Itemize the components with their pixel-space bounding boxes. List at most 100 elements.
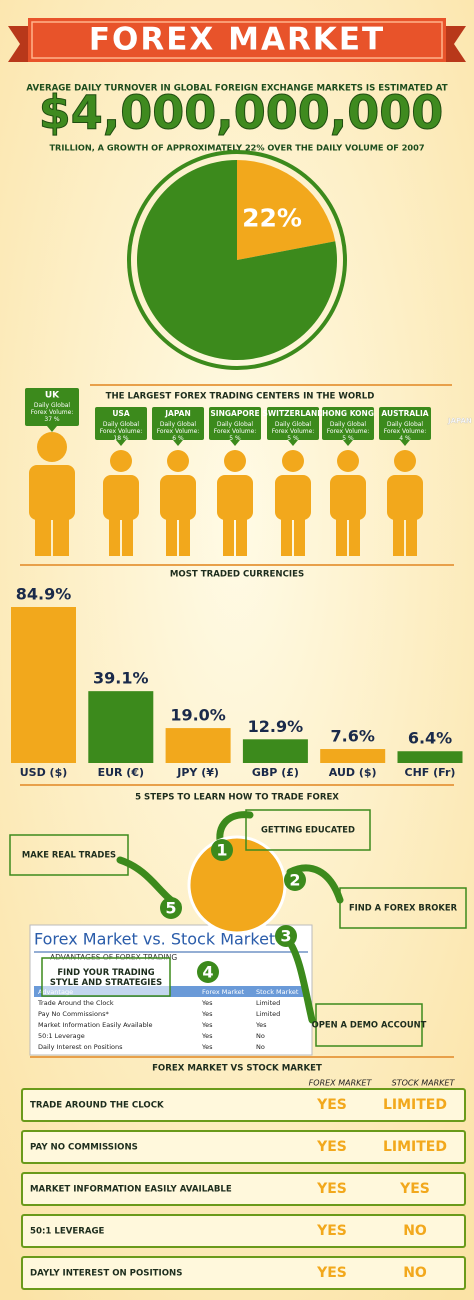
bubble-pointer: [400, 440, 410, 446]
bar-value-label: 39.1%: [93, 669, 149, 688]
center-name: SWITZERLAND: [262, 409, 323, 418]
bubble: [379, 407, 431, 440]
figure-body: [103, 475, 139, 520]
step-number-badge: [160, 897, 182, 919]
comparison-value: YES: [316, 1181, 347, 1197]
step-number: 3: [280, 927, 291, 946]
bar: [242, 739, 308, 763]
title: FOREX MARKET: [89, 22, 385, 58]
comparison-value: YES: [399, 1181, 430, 1197]
figure-head: [282, 450, 304, 472]
bubble: [152, 407, 204, 440]
screenshot-cell: Yes: [201, 1021, 213, 1029]
comparison-label: TRADE AROUND THE CLOCK: [30, 1101, 164, 1111]
bar: [165, 728, 231, 763]
bubble-pointer: [343, 440, 353, 446]
intro: AVERAGE DAILY TURNOVER IN GLOBAL FOREIGN…: [26, 84, 447, 94]
bar: [11, 607, 76, 763]
bar-value-label: 6.4%: [408, 729, 452, 748]
step-box: [9, 834, 129, 876]
steps-title: 5 STEPS TO LEARN HOW TO TRADE FOREX: [135, 793, 339, 803]
comparison-value: YES: [316, 1139, 347, 1155]
figure-body: [330, 475, 366, 520]
screenshot-cell: Market Information Easily Available: [38, 1021, 153, 1029]
step-box: [339, 887, 467, 929]
screenshot-cell: Limited: [256, 1010, 280, 1018]
step-label: MAKE REAL TRADES: [22, 850, 116, 860]
comparison-value: LIMITED: [383, 1139, 447, 1155]
screenshot-cell: Yes: [201, 1043, 213, 1051]
comparison-value: YES: [316, 1265, 347, 1281]
figure-head: [110, 450, 132, 472]
screenshot-col: Stock Market: [256, 988, 299, 996]
comparison-label: 50:1 LEVERAGE: [30, 1227, 105, 1237]
screenshot-cell: Limited: [256, 999, 280, 1007]
step-number: 2: [289, 871, 300, 890]
figure-body: [160, 475, 196, 520]
center-volume: Daily Global Forex Volume: 5 %: [327, 421, 370, 442]
center-volume: Daily Global Forex Volume: 18 %: [100, 421, 143, 442]
bubble-pointer: [288, 440, 298, 446]
step-box: [245, 809, 371, 851]
comparison-row: [21, 1172, 466, 1206]
figure-head: [337, 450, 359, 472]
category-label: USD ($): [20, 766, 68, 779]
comparison-row: [21, 1088, 466, 1122]
step-label: FIND A FOREX BROKER: [349, 903, 458, 913]
step-hub: [187, 835, 287, 935]
figure-leg: [166, 510, 177, 556]
bubble: [209, 407, 261, 440]
bubble: [267, 407, 319, 440]
step-number-badge: [211, 839, 233, 861]
comparison-title: FOREX MARKET VS STOCK MARKET: [152, 1064, 322, 1074]
comparison-value: LIMITED: [383, 1097, 447, 1113]
screenshot-cell: Daily Interest on Positions: [38, 1043, 123, 1051]
bar-value-label: 19.0%: [170, 706, 226, 725]
screenshot-col: Forex Market: [202, 988, 245, 996]
screenshot-cell: Yes: [201, 1010, 213, 1018]
center-name: USA: [112, 409, 129, 418]
figure-body: [29, 465, 75, 520]
figure-leg: [53, 510, 69, 556]
step-number: 5: [165, 899, 176, 918]
bubble: [95, 407, 147, 440]
bubble: [25, 388, 79, 426]
step-box: [41, 957, 171, 997]
figure-leg: [336, 510, 347, 556]
screenshot-cell: Yes: [201, 1032, 213, 1040]
bubble: [322, 407, 374, 440]
figure-leg: [35, 510, 51, 556]
category-label: EUR (€): [98, 766, 144, 779]
screenshot-cell: No: [256, 1043, 265, 1051]
category-label: CHF (Fr): [405, 766, 456, 779]
comparison-row: [21, 1130, 466, 1164]
comparison-value: NO: [403, 1265, 427, 1281]
comparison-row: [21, 1256, 466, 1290]
center-volume: Daily Global Forex Volume: 5 %: [272, 421, 315, 442]
step-label: GETTING EDUCATED: [261, 825, 355, 835]
step-number-badge: [284, 869, 306, 891]
step-label: OPEN A DEMO ACCOUNT: [312, 1020, 427, 1030]
bar: [88, 691, 154, 763]
pie-slice: [136, 160, 337, 360]
step-number-badge: [275, 925, 297, 947]
bar: [320, 749, 386, 763]
bar-value-label: 12.9%: [248, 717, 304, 736]
figure-body: [217, 475, 253, 520]
figure-leg: [236, 510, 247, 556]
center-name: UK: [45, 391, 60, 401]
center-name: AUSTRALIA: [381, 409, 428, 418]
comparison-col: FOREX MARKET: [309, 1079, 373, 1088]
screenshot-cell: Yes: [201, 999, 213, 1007]
bar-value-label: 84.9%: [16, 585, 72, 604]
center-volume: Daily Global Forex Volume: 4 %: [384, 421, 427, 442]
chart-title: MOST TRADED CURRENCIES: [170, 570, 304, 580]
screenshot-title: Forex Market vs. Stock Market: [34, 930, 275, 949]
center-volume: Daily Global Forex Volume: 5 %: [214, 421, 257, 442]
screenshot-cell: Yes: [255, 1021, 267, 1029]
center-name: HONG KONG: [322, 409, 374, 418]
step-number: 4: [202, 963, 213, 982]
figure-leg: [223, 510, 234, 556]
figure-head: [37, 432, 67, 462]
